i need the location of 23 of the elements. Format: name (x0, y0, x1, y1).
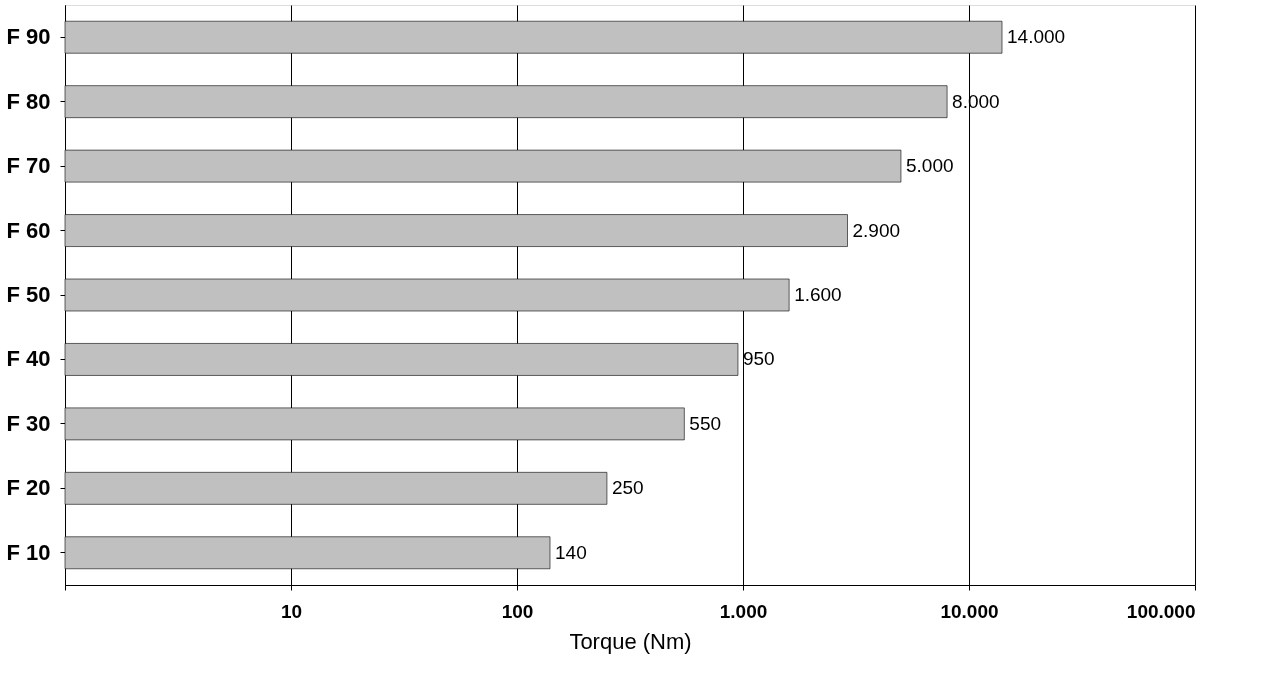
y-tick-label: F 10 (6, 539, 51, 565)
y-tick-label: F 40 (6, 346, 51, 372)
x-tick-label: 10.000 (940, 600, 999, 622)
y-tick-label: F 50 (6, 282, 51, 307)
y-tick-label: F 90 (6, 24, 51, 50)
data-label: 2.900 (852, 219, 901, 241)
y-tick-label: F 30 (6, 410, 51, 436)
y-tick-label: F 70 (6, 153, 51, 179)
x-tick-label: 100.000 (1126, 600, 1196, 622)
x-axis-title: Torque (Nm) (569, 628, 692, 654)
y-tick-label: F 60 (6, 217, 51, 243)
data-label: 1.600 (794, 284, 842, 305)
y-tick-label: F 80 (6, 88, 51, 114)
data-label: 950 (742, 348, 775, 370)
data-label: 250 (611, 477, 644, 499)
x-tick-label: 1.000 (719, 600, 768, 622)
x-tick-label: 10 (280, 600, 303, 622)
data-label: 140 (555, 541, 587, 563)
x-tick-label: 100 (501, 600, 534, 622)
data-label: 550 (689, 412, 722, 434)
data-label: 14.000 (1007, 26, 1066, 48)
data-label: 5.000 (905, 155, 954, 177)
y-tick-label: F 20 (6, 475, 51, 501)
